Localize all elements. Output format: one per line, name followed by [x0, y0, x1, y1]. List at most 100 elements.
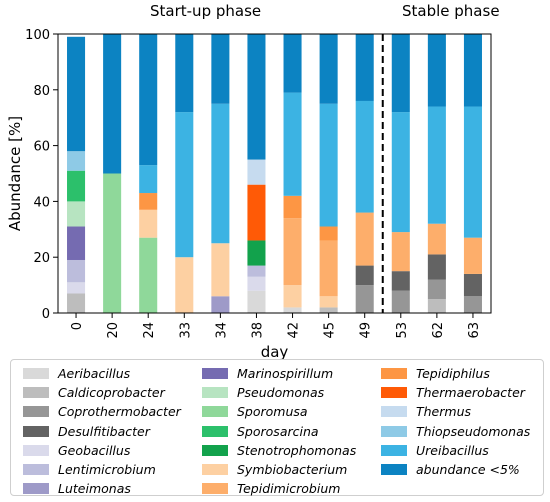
- bar-segment-0-10: [67, 170, 86, 202]
- x-tick-label: 63: [467, 322, 482, 339]
- bar-segment-0-8: [67, 201, 86, 227]
- legend-swatch: [202, 368, 228, 380]
- legend-swatch: [381, 406, 407, 418]
- bar-segment-45-14: [319, 226, 338, 241]
- bar-segment-24-9: [139, 237, 158, 313]
- bar-segment-53-13: [391, 232, 410, 272]
- legend-item: Pseudomonas: [202, 383, 356, 402]
- legend-label: Thermaerobacter: [416, 385, 525, 401]
- legend-column: Tepidiphilus Thermaerobacter Thermus Thiops…: [381, 364, 530, 479]
- y-axis-label: Abundance [%]: [6, 116, 24, 231]
- bar-segment-45-12: [319, 296, 338, 308]
- legend-swatch: [202, 387, 228, 399]
- legend-label: Marinospirillum: [237, 366, 334, 382]
- legend-label: Thermus: [416, 404, 471, 420]
- legend-label: abundance <5%: [416, 462, 520, 478]
- legend-item: Tepidimicrobium: [202, 479, 356, 498]
- legend-label: Aeribacillus: [58, 366, 131, 382]
- legend-label: Caldicoprobacter: [58, 385, 165, 401]
- bar-segment-24-14: [139, 193, 158, 210]
- bar-segment-0-4: [67, 282, 86, 294]
- bar-segment-45-13: [319, 240, 338, 297]
- bar-segment-24-18: [139, 165, 158, 194]
- legend-swatch: [381, 368, 407, 380]
- legend-item: Luteimonas: [23, 479, 181, 498]
- bar-segment-45-1: [319, 307, 338, 313]
- bar-segment-49-2: [355, 285, 374, 313]
- x-axis-label: day: [261, 343, 289, 361]
- legend-item: Geobacillus: [23, 441, 181, 460]
- bar-segment-49-13: [355, 212, 374, 266]
- legend-item: Tepidiphilus: [381, 364, 530, 383]
- bar-segment-42-0: [283, 307, 302, 313]
- bar-segment-62-19: [427, 34, 446, 107]
- bar-segment-34-19: [211, 34, 230, 104]
- y-tick-label: 20: [33, 251, 50, 266]
- x-tick-label: 33: [178, 322, 193, 339]
- bar-segment-42-13: [283, 218, 302, 286]
- legend-item: Symbiobacterium: [202, 460, 356, 479]
- bar-segment-33-12: [175, 257, 194, 313]
- legend-label: Tepidimicrobium: [237, 481, 341, 497]
- legend-swatch: [381, 444, 407, 456]
- legend-label: Sporomusa: [237, 404, 308, 420]
- legend-swatch: [23, 387, 49, 399]
- bar-segment-42-19: [283, 34, 302, 93]
- bar-segment-53-18: [391, 112, 410, 233]
- y-tick-label: 40: [33, 195, 50, 210]
- x-tick-label: 45: [323, 322, 338, 339]
- bar-segment-33-18: [175, 112, 194, 258]
- bar-segment-20-19: [103, 34, 122, 174]
- y-tick-label: 100: [25, 28, 50, 43]
- x-tick-label: 34: [214, 322, 229, 339]
- legend-swatch: [23, 406, 49, 418]
- y-tick-label: 80: [33, 84, 50, 99]
- bar-segment-38-5: [247, 265, 266, 277]
- legend-item: Lentimicrobium: [23, 460, 181, 479]
- legend-item: Sporomusa: [202, 402, 356, 421]
- legend-label: Symbiobacterium: [237, 462, 348, 478]
- bar-segment-38-4: [247, 276, 266, 291]
- legend-swatch: [202, 425, 228, 437]
- bar-segment-63-19: [463, 34, 482, 107]
- legend-item: Marinospirillum: [202, 364, 356, 383]
- legend-label: Lentimicrobium: [58, 462, 156, 478]
- plot-frame: [57, 33, 492, 314]
- bar-segment-38-0: [247, 290, 266, 313]
- legend-label: Tepidiphilus: [416, 366, 490, 382]
- legend-swatch: [23, 444, 49, 456]
- bar-segment-0-19: [67, 36, 86, 152]
- bar-segment-62-1: [427, 299, 446, 313]
- legend-label: Ureibacillus: [416, 442, 489, 458]
- legend-swatch: [23, 483, 49, 495]
- phase-label-startup: Start-up phase: [150, 2, 262, 20]
- x-tick-label: 49: [359, 322, 374, 339]
- bar-segment-45-19: [319, 34, 338, 104]
- legend-item: Thiopseudomonas: [381, 422, 530, 441]
- bar-segment-24-12: [139, 209, 158, 238]
- y-tick-label: 0: [42, 307, 50, 322]
- legend-swatch: [202, 483, 228, 495]
- bar-segment-49-18: [355, 100, 374, 213]
- bar-segment-53-19: [391, 34, 410, 113]
- bar-segment-38-11: [247, 240, 266, 266]
- legend-item: Stenotrophomonas: [202, 441, 356, 460]
- legend-label: Coprothermobacter: [58, 404, 181, 420]
- x-tick-label: 24: [142, 322, 157, 339]
- legend-item: Caldicoprobacter: [23, 383, 181, 402]
- legend: Aeribacillus Caldicoprobacter Coprothermob…: [10, 359, 544, 496]
- legend-item: Sporosarcina: [202, 422, 356, 441]
- bar-segment-20-9: [103, 173, 122, 313]
- legend-label: Geobacillus: [58, 442, 131, 458]
- legend-item: Desulfitibacter: [23, 422, 181, 441]
- legend-swatch: [202, 444, 228, 456]
- legend-swatch: [381, 425, 407, 437]
- bar-segment-42-18: [283, 92, 302, 196]
- bar-segment-0-5: [67, 259, 86, 283]
- legend-swatch: [23, 425, 49, 437]
- bar-segment-0-1: [67, 293, 86, 313]
- legend-swatch: [381, 464, 407, 476]
- legend-label: Thiopseudomonas: [416, 423, 531, 439]
- x-tick-label: 53: [395, 322, 410, 339]
